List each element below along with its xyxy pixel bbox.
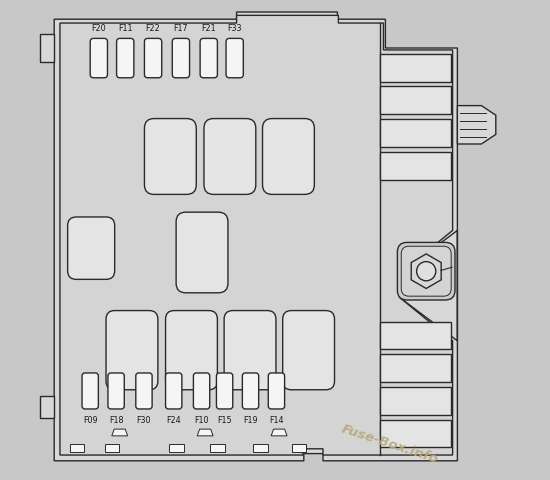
Polygon shape — [54, 12, 458, 461]
Text: F21: F21 — [201, 24, 216, 33]
Bar — [379, 119, 450, 147]
FancyBboxPatch shape — [283, 311, 334, 390]
Text: F24: F24 — [167, 416, 181, 425]
FancyBboxPatch shape — [136, 373, 152, 409]
Bar — [104, 444, 119, 452]
Polygon shape — [40, 34, 54, 62]
Polygon shape — [458, 106, 496, 144]
FancyBboxPatch shape — [204, 119, 256, 194]
Text: F09: F09 — [83, 416, 97, 425]
Text: F10: F10 — [194, 416, 209, 425]
FancyBboxPatch shape — [117, 38, 134, 78]
Polygon shape — [197, 429, 213, 436]
FancyBboxPatch shape — [172, 38, 190, 78]
Bar — [169, 444, 184, 452]
FancyBboxPatch shape — [68, 217, 115, 279]
Bar — [379, 387, 450, 415]
Bar — [69, 444, 84, 452]
Polygon shape — [60, 15, 453, 455]
FancyBboxPatch shape — [82, 373, 98, 409]
Text: F17: F17 — [174, 24, 188, 33]
FancyBboxPatch shape — [402, 246, 451, 296]
FancyBboxPatch shape — [106, 311, 158, 390]
Text: F30: F30 — [137, 416, 151, 425]
FancyBboxPatch shape — [262, 119, 315, 194]
Text: F15: F15 — [217, 416, 232, 425]
FancyBboxPatch shape — [398, 242, 455, 300]
Bar — [379, 152, 450, 180]
Text: F22: F22 — [146, 24, 161, 33]
FancyBboxPatch shape — [226, 38, 243, 78]
FancyBboxPatch shape — [145, 119, 196, 194]
FancyBboxPatch shape — [176, 212, 228, 293]
FancyBboxPatch shape — [243, 373, 258, 409]
Bar — [379, 354, 450, 382]
FancyBboxPatch shape — [145, 38, 162, 78]
Bar — [379, 86, 450, 114]
Polygon shape — [112, 429, 128, 436]
Text: F19: F19 — [243, 416, 258, 425]
FancyBboxPatch shape — [166, 373, 182, 409]
Polygon shape — [40, 396, 54, 418]
Bar — [254, 444, 268, 452]
Bar — [379, 322, 450, 349]
Circle shape — [416, 262, 436, 281]
FancyBboxPatch shape — [166, 311, 217, 390]
FancyBboxPatch shape — [200, 38, 217, 78]
FancyBboxPatch shape — [108, 373, 124, 409]
Polygon shape — [271, 429, 287, 436]
FancyBboxPatch shape — [224, 311, 276, 390]
FancyBboxPatch shape — [268, 373, 284, 409]
FancyBboxPatch shape — [194, 373, 210, 409]
Text: F11: F11 — [118, 24, 133, 33]
Bar — [210, 444, 224, 452]
Bar — [379, 54, 450, 82]
Text: F33: F33 — [228, 24, 242, 33]
Text: F18: F18 — [109, 416, 123, 425]
Bar — [379, 420, 450, 447]
FancyBboxPatch shape — [90, 38, 107, 78]
Text: Fuse-Box.info: Fuse-Box.info — [340, 422, 440, 466]
FancyBboxPatch shape — [217, 373, 233, 409]
Polygon shape — [411, 254, 441, 288]
Text: F20: F20 — [91, 24, 106, 33]
Bar — [292, 444, 306, 452]
Text: F14: F14 — [269, 416, 284, 425]
